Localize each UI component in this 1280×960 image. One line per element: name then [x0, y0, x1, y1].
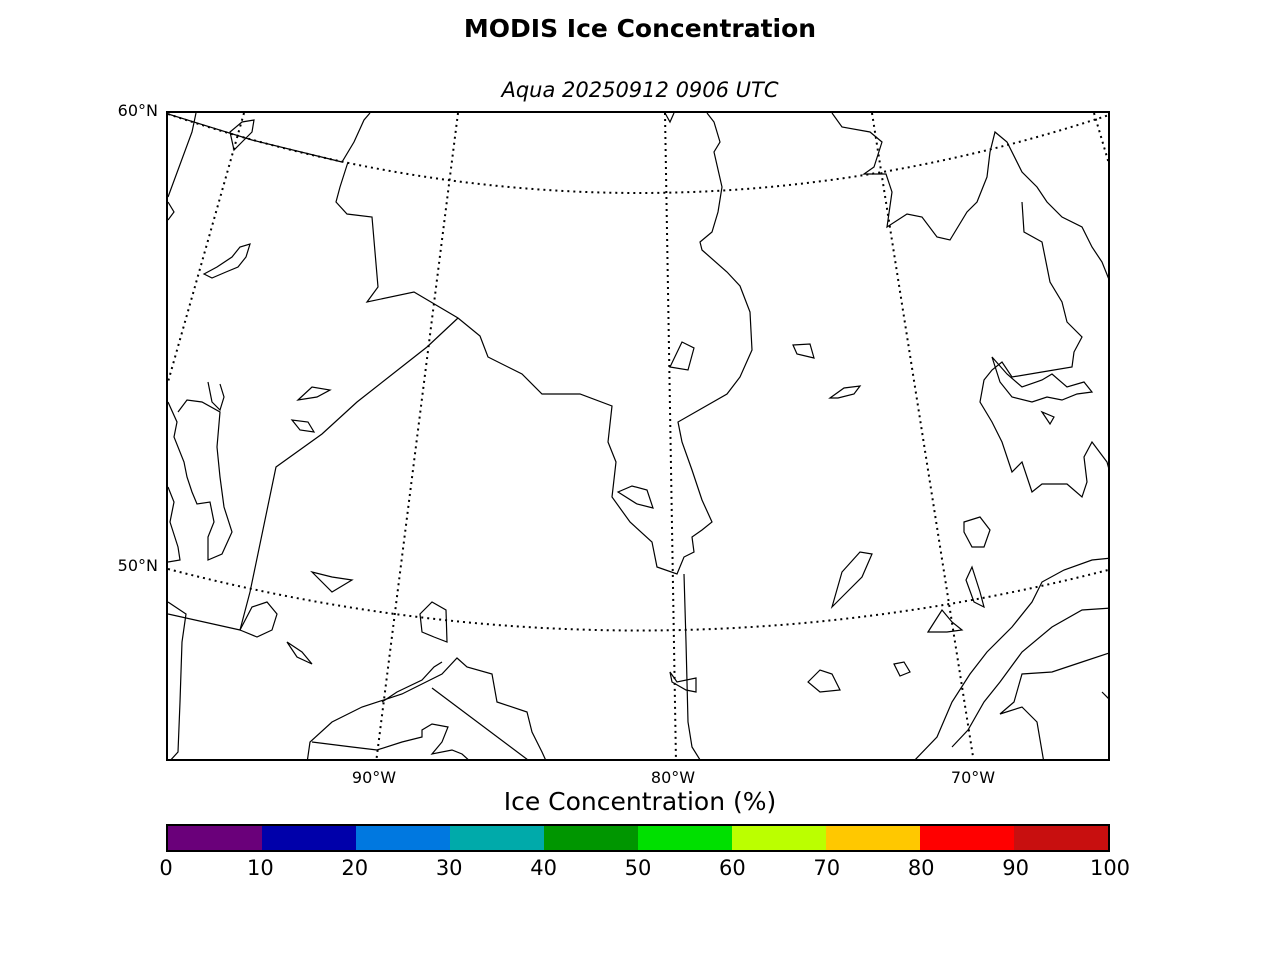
colorbar-tick-label: 10: [247, 856, 274, 880]
graticule-lat-60: [168, 113, 1108, 194]
colorbar-segment: [638, 826, 732, 850]
graticule-lon-90w: [375, 113, 459, 759]
lon-label-90w: 90°W: [351, 768, 397, 787]
colorbar-tick-label: 100: [1089, 856, 1131, 880]
lat-label-60n: 60°N: [117, 101, 158, 120]
colorbar-segment: [356, 826, 450, 850]
map-subtitle: Aqua 20250912 0906 UTC: [501, 78, 779, 102]
colorbar-segment: [732, 826, 826, 850]
colorbar-segment: [168, 826, 262, 850]
map-canvas: [168, 113, 1108, 759]
colorbar-tick-label: 80: [907, 856, 935, 880]
graticule-lon-80w: [664, 113, 677, 759]
colorbar-tick-label: 30: [435, 856, 463, 880]
colorbar: [166, 824, 1110, 852]
colorbar-segment: [826, 826, 920, 850]
coastlines: [168, 113, 1108, 759]
colorbar-tick-label: 50: [624, 856, 652, 880]
colorbar-segment: [544, 826, 638, 850]
graticule-lon-60w: [1093, 113, 1108, 164]
colorbar-segment: [920, 826, 1014, 850]
colorbar-label: Ice Concentration (%): [503, 787, 777, 816]
lat-label-50n: 50°N: [117, 556, 158, 575]
map-title: MODIS Ice Concentration: [463, 14, 817, 43]
colorbar-segment: [450, 826, 544, 850]
colorbar-tick-label: 70: [813, 856, 841, 880]
colorbar-segment: [1014, 826, 1108, 850]
graticule-lon-70w: [871, 113, 975, 759]
colorbar-tick-label: 90: [1002, 856, 1029, 880]
colorbar-tick-label: 0: [159, 856, 173, 880]
graticule-lon-100w: [168, 113, 245, 383]
map-panel: [166, 111, 1110, 761]
colorbar-segment: [262, 826, 356, 850]
colorbar-tick-label: 20: [341, 856, 369, 880]
lon-label-80w: 80°W: [650, 768, 696, 787]
lon-label-70w: 70°W: [950, 768, 996, 787]
colorbar-tick-label: 60: [719, 856, 746, 880]
colorbar-tick-label: 40: [530, 856, 557, 880]
